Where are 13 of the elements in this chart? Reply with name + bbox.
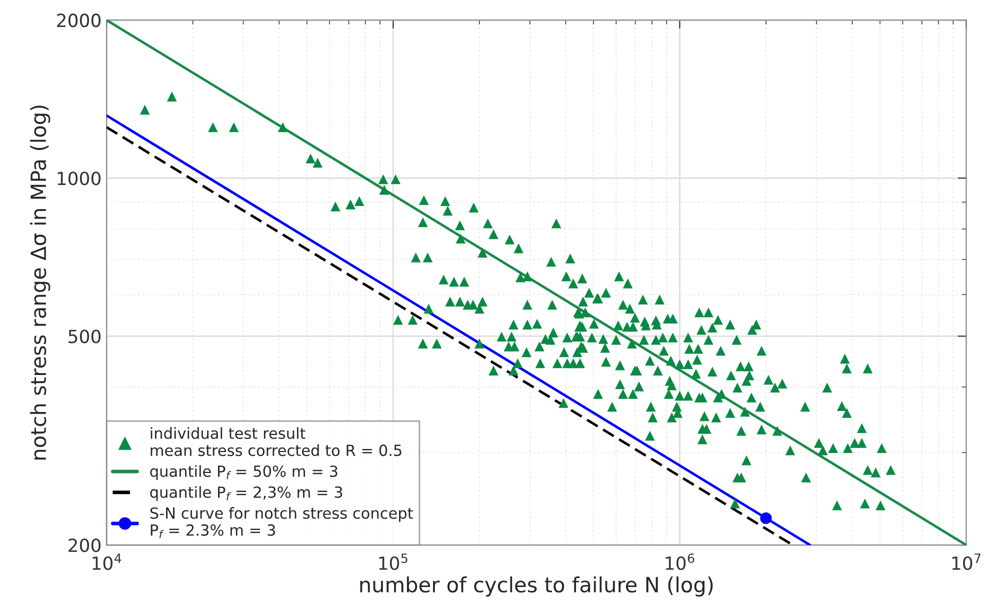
x-tick-label: 10$^{5}$ <box>379 554 408 570</box>
y-tick-label: 500 <box>68 330 101 344</box>
x-tick-label: 10$^{6}$ <box>666 553 694 570</box>
legend-label: quantile P$_{f}$ = 2,3% m = 3 <box>150 486 342 501</box>
y-tick-label: 2000 <box>57 14 101 28</box>
y-axis-title: notch stress range Δσ in MPa (log) <box>30 106 50 460</box>
legend-label: quantile P$_{f}$ = 50% m = 3 <box>150 465 338 480</box>
y-tick-label: 200 <box>68 538 101 552</box>
x-tick-label: 10$^{7}$ <box>952 554 980 570</box>
x-axis-title: number of cycles to failure N (log) <box>360 576 713 597</box>
x-tick-label: 10$^{4}$ <box>92 554 122 570</box>
y-tick-label: 1000 <box>58 172 101 186</box>
legend-label: S-N curve for notch stress concept P$_{f}$ = 2.3% m = 3 <box>150 507 413 538</box>
